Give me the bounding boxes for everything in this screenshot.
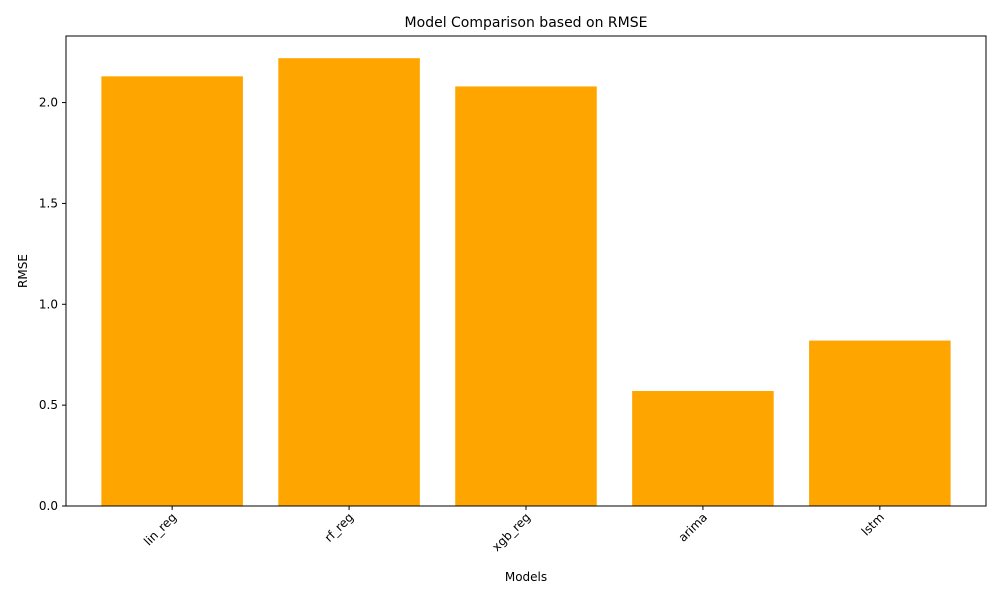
bar-arima — [632, 391, 774, 506]
y-tick-label: 0.0 — [39, 499, 58, 513]
x-tick-label-lstm: lstm — [859, 510, 887, 538]
x-axis: lin_reg rf_reg xgb_reg arima lstm — [141, 506, 887, 554]
y-tick-label: 0.5 — [39, 398, 58, 412]
x-tick-label-lin_reg: lin_reg — [141, 510, 179, 548]
y-axis-label: RMSE — [16, 254, 30, 288]
bar-xgb_reg — [455, 86, 597, 507]
chart-title: Model Comparison based on RMSE — [405, 15, 648, 31]
bars-group — [101, 58, 951, 507]
bar-lstm — [809, 340, 951, 506]
plot-frame — [65, 35, 987, 507]
y-tick-label: 1.5 — [39, 196, 58, 210]
x-tick-label-xgb_reg: xgb_reg — [489, 510, 533, 554]
x-tick-label-arima: arima — [676, 510, 710, 544]
y-tick-label: 1.0 — [39, 297, 58, 311]
bar-rf_reg — [278, 58, 420, 506]
x-axis-label: Models — [505, 570, 547, 584]
x-tick-label-rf_reg: rf_reg — [322, 510, 357, 545]
y-axis: 0.0 0.5 1.0 1.5 2.0 — [39, 96, 66, 513]
bar-lin_reg — [101, 76, 243, 506]
y-tick-label: 2.0 — [39, 96, 58, 110]
